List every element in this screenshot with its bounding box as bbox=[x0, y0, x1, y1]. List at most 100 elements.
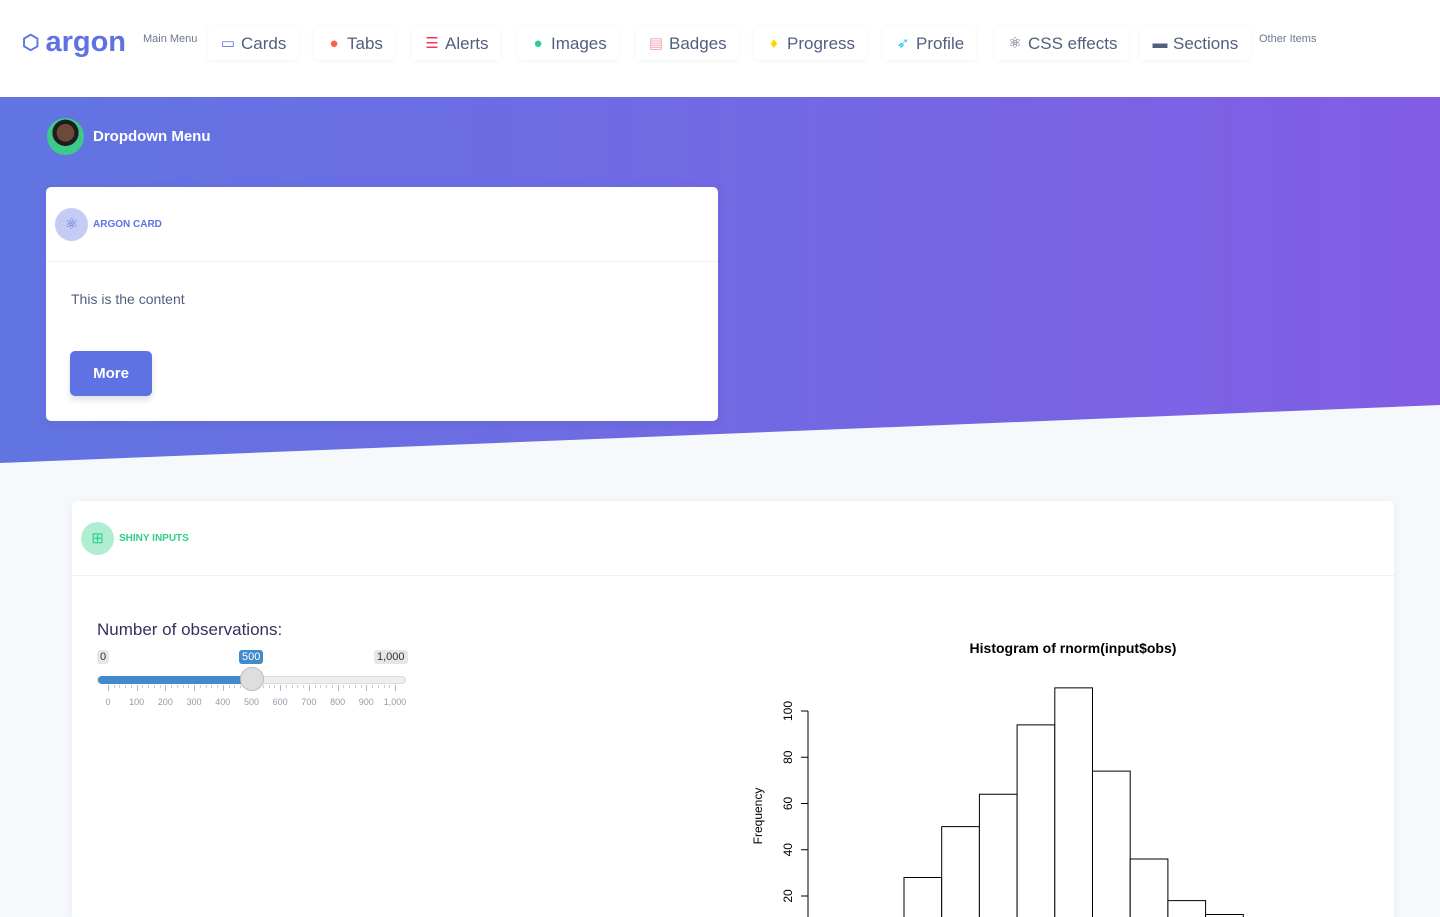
slider-minor-tick bbox=[343, 685, 345, 688]
rocket-icon: ➶ bbox=[896, 34, 910, 52]
slider-max: 1,000 bbox=[374, 650, 408, 664]
card-title: ARGON CARD bbox=[93, 218, 162, 230]
shiny-inputs-card: ⊞ SHINY INPUTS bbox=[72, 501, 1394, 917]
y-tick-label: 40 bbox=[781, 843, 795, 857]
nav-item-label: Cards bbox=[241, 33, 287, 53]
nav-item-label: CSS effects bbox=[1028, 33, 1118, 53]
nav-item-label: Profile bbox=[916, 33, 965, 53]
slider-tick-label: 800 bbox=[330, 697, 346, 707]
nav-item-sections[interactable]: ▬ Sections bbox=[1140, 27, 1251, 60]
slider-tick bbox=[136, 685, 138, 691]
slider-tick bbox=[395, 685, 396, 691]
slider-tick bbox=[165, 685, 167, 691]
navbar: ⬡ argon Main Menu ▭ Cards ● Tabs ☰ Alerts ● Imag… bbox=[0, 0, 1440, 97]
slider-minor-tick bbox=[268, 685, 270, 688]
slider-handle[interactable] bbox=[239, 667, 264, 691]
histogram-bar bbox=[1016, 724, 1056, 917]
nav-item-label: Badges bbox=[669, 33, 727, 53]
nav-item-profile[interactable]: ➶ Profile bbox=[883, 27, 977, 60]
y-tick-label: 20 bbox=[781, 889, 795, 903]
slider-minor-tick bbox=[176, 685, 178, 688]
slider-tick bbox=[366, 685, 368, 691]
slider-minor-tick bbox=[297, 685, 299, 688]
bullet-list-icon: ☰ bbox=[425, 34, 439, 52]
slider-tick bbox=[222, 685, 224, 691]
nav-item-label: Alerts bbox=[445, 33, 489, 53]
histogram-bar bbox=[978, 793, 1018, 917]
histogram-bar bbox=[903, 877, 943, 917]
slider-tick-label: 1,000 bbox=[383, 697, 407, 707]
card-title: SHINY INPUTS bbox=[119, 532, 189, 544]
slider-minor-tick bbox=[326, 685, 328, 688]
slider-tick-label: 300 bbox=[186, 697, 202, 707]
slider-minor-tick bbox=[377, 685, 379, 688]
histogram-bar bbox=[1054, 687, 1093, 917]
slider-minor-tick bbox=[389, 685, 391, 688]
slider-minor-tick bbox=[228, 685, 230, 688]
slider-tick bbox=[337, 685, 339, 691]
slider-minor-tick bbox=[119, 685, 121, 688]
slider-tick-label: 900 bbox=[358, 697, 374, 707]
slider-minor-tick bbox=[130, 685, 132, 688]
slider-minor-tick bbox=[274, 685, 276, 688]
user-circle-icon: ● bbox=[533, 34, 543, 52]
slider-label: Number of observations: bbox=[97, 620, 283, 639]
slider-minor-tick bbox=[291, 685, 293, 688]
slider-minor-tick bbox=[349, 685, 351, 688]
nav-item-label: Tabs bbox=[347, 33, 383, 53]
nav-item-images[interactable]: ● Images bbox=[518, 27, 619, 60]
atom-icon: ⚛ bbox=[1008, 34, 1022, 52]
slider-minor-tick bbox=[262, 685, 264, 688]
slider-tick-label: 200 bbox=[157, 697, 173, 707]
slider-tick bbox=[280, 685, 282, 691]
slider-tick-label: 500 bbox=[243, 697, 260, 707]
y-tick-label: 80 bbox=[781, 750, 795, 764]
card-content: This is the content bbox=[71, 291, 185, 307]
nav-item-cards[interactable]: ▭ Cards bbox=[208, 27, 299, 60]
slider-tick bbox=[108, 685, 109, 691]
nav-item-progress[interactable]: ♦ Progress bbox=[754, 27, 868, 60]
nav-item-label: Images bbox=[551, 33, 607, 53]
slider-minor-tick bbox=[199, 685, 201, 688]
nav-item-label: Progress bbox=[787, 33, 856, 53]
nav-item-css-effects[interactable]: ⚛ CSS effects bbox=[995, 27, 1130, 60]
slider-minor-tick bbox=[240, 685, 242, 688]
slider-minor-tick bbox=[354, 685, 356, 688]
slider-minor-tick bbox=[159, 685, 161, 688]
slider-minor-tick bbox=[205, 685, 207, 688]
pin-icon: ♦ bbox=[770, 34, 778, 52]
planet-icon: ● bbox=[329, 34, 339, 52]
nav-item-tabs[interactable]: ● Tabs bbox=[314, 27, 395, 60]
slider-minor-tick bbox=[211, 685, 213, 688]
slider-min: 0 bbox=[97, 650, 110, 664]
nav-item-badges[interactable]: ▤ Badges bbox=[636, 27, 739, 60]
ui-04-icon: ▤ bbox=[648, 34, 664, 52]
slider-value: 500 bbox=[239, 650, 264, 664]
more-button[interactable]: More bbox=[70, 351, 152, 396]
slider-minor-tick bbox=[360, 685, 362, 688]
histogram-bar bbox=[1092, 770, 1131, 917]
slider-minor-tick bbox=[331, 685, 333, 688]
nav-item-alerts[interactable]: ☰ Alerts bbox=[412, 27, 501, 60]
slider-minor-tick bbox=[383, 685, 385, 688]
atom-icon: ⚛ bbox=[55, 207, 88, 241]
slider-minor-tick bbox=[314, 685, 316, 688]
credit-card-icon: ▬ bbox=[1152, 34, 1168, 52]
histogram-bar bbox=[1167, 900, 1207, 917]
brand-logo[interactable]: ⬡ argon bbox=[22, 26, 126, 59]
main-menu-label: Main Menu bbox=[143, 33, 198, 45]
hexagon-logo-icon: ⬡ bbox=[22, 32, 40, 54]
slider-minor-tick bbox=[188, 685, 190, 688]
other-items-label[interactable]: Other Items bbox=[1259, 33, 1317, 45]
slider-minor-tick bbox=[148, 685, 150, 688]
dropdown-menu[interactable]: Dropdown Menu bbox=[93, 128, 211, 145]
brand-text: argon bbox=[45, 26, 127, 58]
ui-icon: ⊞ bbox=[81, 521, 114, 555]
slider-minor-tick bbox=[153, 685, 155, 688]
slider-tick bbox=[308, 685, 310, 691]
avatar[interactable] bbox=[47, 118, 84, 155]
y-axis-label: Frequency bbox=[751, 788, 765, 845]
slider-tick-label: 400 bbox=[215, 697, 231, 707]
slider-fill bbox=[98, 676, 253, 684]
slider-tick-label: 100 bbox=[129, 697, 145, 707]
